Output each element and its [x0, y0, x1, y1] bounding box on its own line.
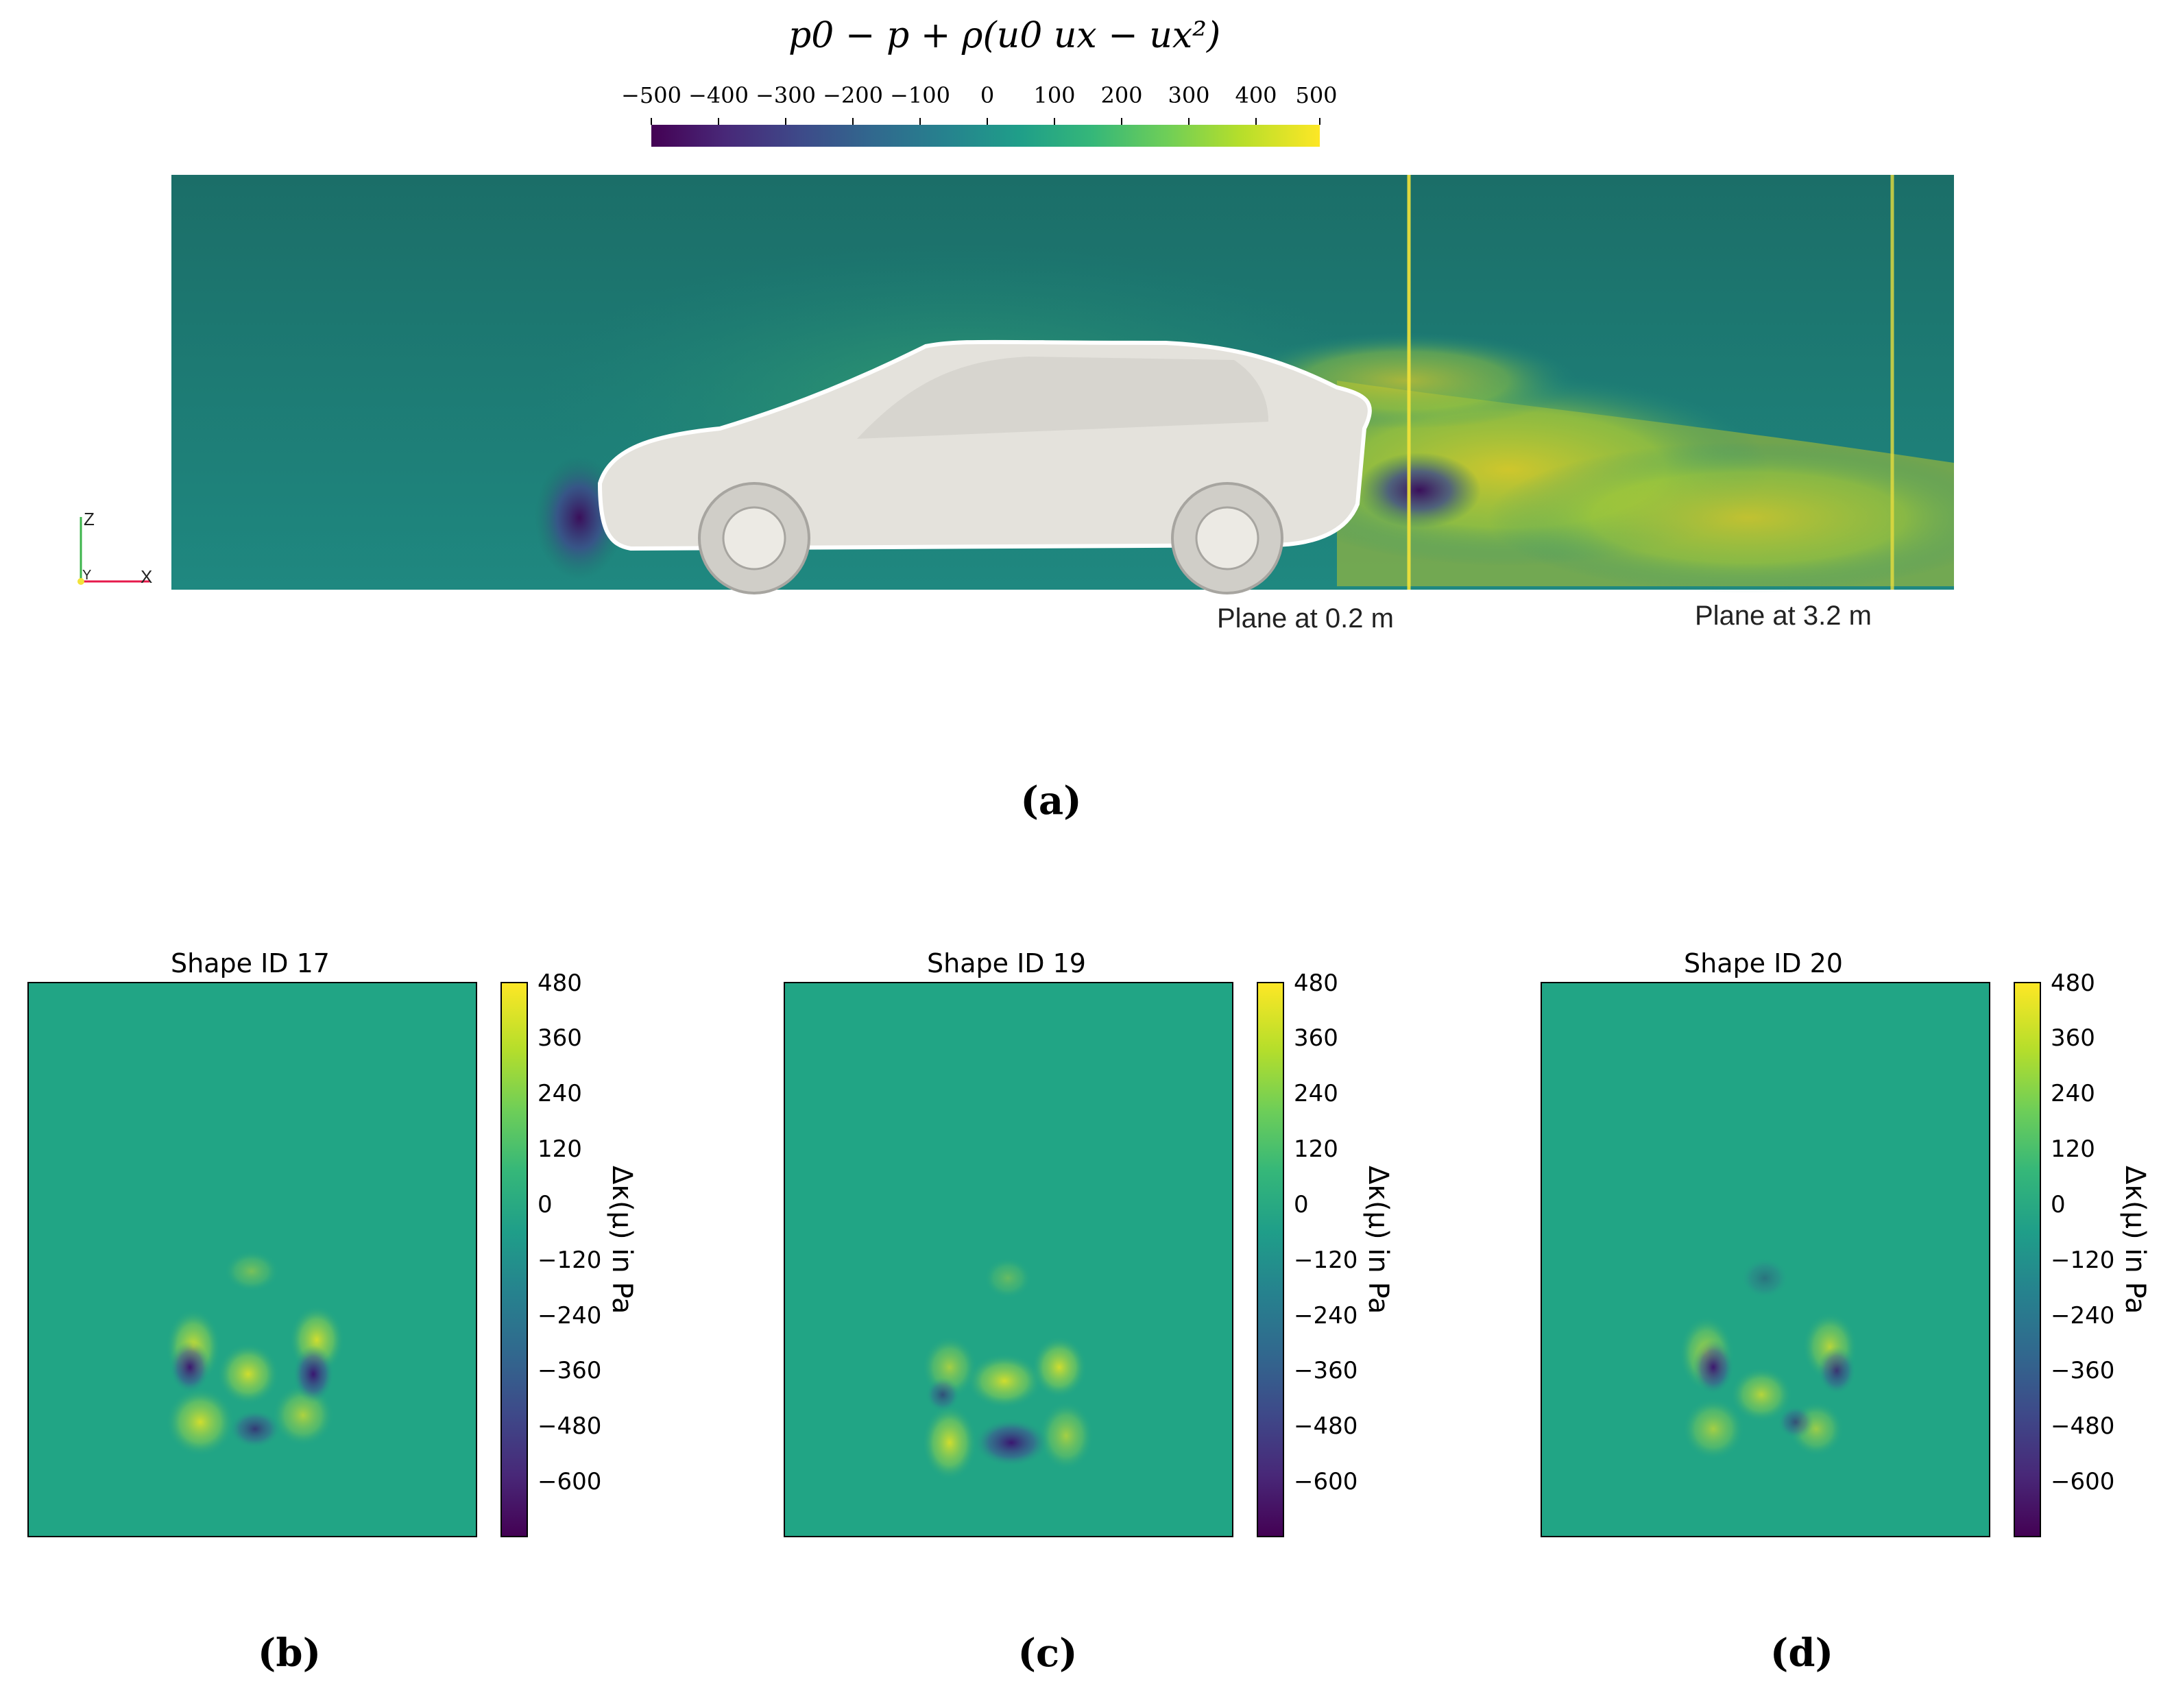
top-tick-label: −500: [621, 82, 681, 108]
cb-tick-c: −360: [1294, 1357, 1358, 1384]
cb-tick-d: −360: [2051, 1357, 2115, 1384]
cb-tick-b: −120: [538, 1247, 602, 1274]
colorbar-title-a: p0 − p + ρ(u0 ux − ux²): [788, 15, 1221, 56]
top-tick-label: 100: [1033, 82, 1076, 108]
cb-tick-d: 480: [2051, 970, 2095, 997]
caption-a: (a): [1020, 778, 1082, 823]
cb-tick-b: −600: [538, 1468, 602, 1495]
cb-tick-c: 360: [1294, 1024, 1338, 1052]
plane-label-0.2m: Plane at 0.2 m: [1217, 603, 1394, 634]
cb-tick-b: −240: [538, 1302, 602, 1330]
cb-tick-b: 360: [538, 1024, 582, 1052]
top-tick-label: −400: [688, 82, 749, 108]
cb-tick-c: −480: [1294, 1412, 1358, 1440]
cb-tick-d: −120: [2051, 1247, 2115, 1274]
top-tick-label: −100: [890, 82, 950, 108]
top-tick-label: 0: [980, 82, 995, 108]
cb-tick-b: 240: [538, 1080, 582, 1107]
colorbar-c: [1257, 982, 1284, 1537]
colorbar-label-c: Δκ(μ) in Pa: [1362, 1166, 1394, 1314]
colorbar-gradient: [651, 125, 1320, 147]
cb-tick-d: 240: [2051, 1080, 2095, 1107]
cb-tick-d: −240: [2051, 1302, 2115, 1330]
caption-b: (b): [257, 1631, 322, 1676]
cb-tick-c: 480: [1294, 970, 1338, 997]
colorbar-b: [500, 982, 528, 1537]
heatmap-d: [1541, 982, 1990, 1537]
cb-tick-c: 240: [1294, 1080, 1338, 1107]
caption-c: (c): [1017, 1631, 1078, 1676]
flow-field-a: [171, 175, 1954, 594]
heatmap-b: [27, 982, 477, 1537]
cb-tick-b: 480: [538, 970, 582, 997]
colorbar-label-d: Δκ(μ) in Pa: [2119, 1166, 2151, 1314]
cb-tick-d: −480: [2051, 1412, 2115, 1440]
cb-tick-d: 120: [2051, 1135, 2095, 1163]
heatmap-c: [784, 982, 1233, 1537]
axes-triad: [77, 517, 149, 585]
top-tick-label: 400: [1235, 82, 1277, 108]
panel-title-c: Shape ID 19: [927, 948, 1086, 978]
axis-z-label: Z: [84, 509, 95, 529]
cb-tick-c: −240: [1294, 1302, 1358, 1330]
cb-tick-d: −600: [2051, 1468, 2115, 1495]
top-tick-label: 200: [1100, 82, 1143, 108]
cb-tick-c: −600: [1294, 1468, 1358, 1495]
axis-x-label: X: [141, 566, 153, 587]
cb-tick-b: 0: [538, 1191, 553, 1218]
top-tick-label: 300: [1168, 82, 1210, 108]
cb-tick-d: 360: [2051, 1024, 2095, 1052]
cb-tick-b: −480: [538, 1412, 602, 1440]
cb-tick-c: 0: [1294, 1191, 1309, 1218]
top-tick-label: −300: [756, 82, 816, 108]
plane-label-3.2m: Plane at 3.2 m: [1695, 601, 1872, 631]
cb-tick-d: 0: [2051, 1191, 2066, 1218]
cb-tick-c: −120: [1294, 1247, 1358, 1274]
top-tick-label: −200: [823, 82, 883, 108]
panel-title-b: Shape ID 17: [171, 948, 330, 978]
cb-tick-b: 120: [538, 1135, 582, 1163]
axis-y-label: Y: [82, 568, 92, 583]
top-tick-label: 500: [1295, 82, 1338, 108]
cb-tick-c: 120: [1294, 1135, 1338, 1163]
cb-tick-b: −360: [538, 1357, 602, 1384]
colorbar-label-b: Δκ(μ) in Pa: [606, 1166, 638, 1314]
panel-title-d: Shape ID 20: [1684, 948, 1843, 978]
caption-d: (d): [1770, 1631, 1834, 1676]
colorbar-a: [651, 118, 1320, 147]
colorbar-d: [2014, 982, 2041, 1537]
